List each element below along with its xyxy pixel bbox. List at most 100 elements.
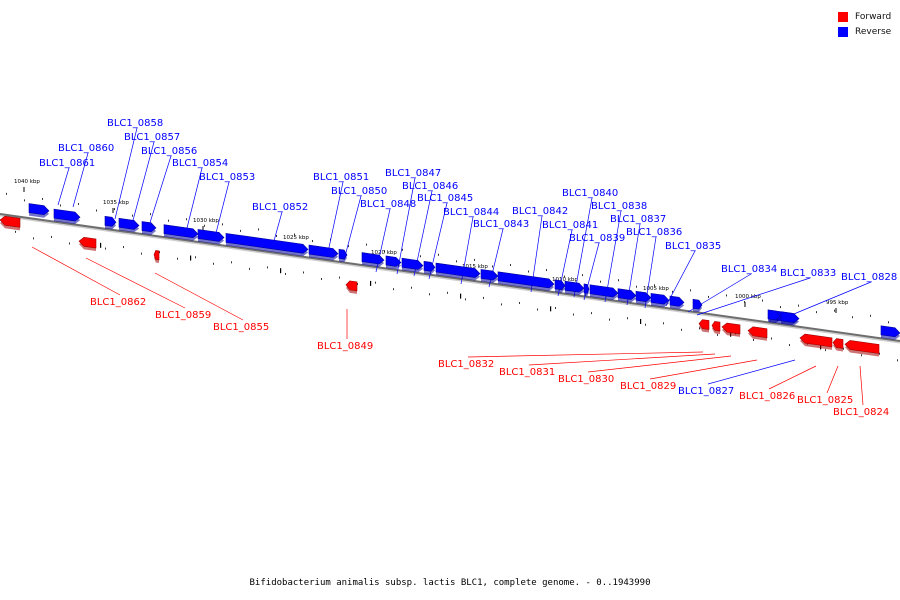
gene-BLC1_0843[interactable] bbox=[480, 269, 499, 284]
gene-BLC1_0838[interactable] bbox=[589, 284, 619, 301]
gene-arrow[interactable] bbox=[711, 321, 721, 332]
gene-BLC1_0830[interactable] bbox=[721, 322, 741, 337]
gene-BLC1_0835[interactable] bbox=[650, 293, 670, 308]
gene-arrow[interactable] bbox=[721, 322, 741, 335]
gene-arrow[interactable] bbox=[589, 284, 619, 298]
gene-BLC1_0855[interactable] bbox=[153, 250, 160, 263]
gene-arrow[interactable] bbox=[338, 248, 348, 260]
gene-arrow[interactable] bbox=[564, 280, 585, 293]
gene-arrow[interactable] bbox=[767, 309, 781, 321]
gene-label: BLC1_0856 bbox=[141, 146, 197, 157]
gene-label: BLC1_0858 bbox=[107, 118, 163, 129]
backbone-shadow bbox=[0, 214, 900, 344]
gene-unlabeled[interactable] bbox=[780, 311, 800, 326]
minor-tick bbox=[105, 247, 106, 250]
gene-BLC1_0825[interactable] bbox=[832, 338, 844, 352]
gene-BLC1_0852[interactable] bbox=[225, 233, 309, 257]
gene-BLC1_0856[interactable] bbox=[141, 221, 157, 235]
gene-arrow[interactable] bbox=[669, 295, 685, 307]
gene-BLC1_0839[interactable] bbox=[583, 283, 590, 297]
gene-BLC1_0842[interactable] bbox=[497, 271, 555, 291]
major-tick bbox=[460, 293, 462, 299]
gene-arrow[interactable] bbox=[480, 269, 499, 281]
gene-arrow[interactable] bbox=[844, 340, 880, 354]
minor-tick bbox=[69, 242, 70, 245]
gene-BLC1_0845[interactable] bbox=[423, 260, 436, 275]
gene-arrow[interactable] bbox=[799, 333, 833, 348]
minor-tick bbox=[690, 289, 691, 292]
gene-BLC1_0840[interactable] bbox=[564, 280, 585, 296]
gene-BLC1_0826[interactable] bbox=[799, 333, 833, 350]
gene-arrow[interactable] bbox=[104, 215, 117, 227]
minor-tick bbox=[303, 271, 304, 274]
gene-arrow[interactable] bbox=[197, 229, 225, 242]
minor-tick bbox=[222, 223, 223, 226]
gene-arrow[interactable] bbox=[617, 288, 637, 300]
gene-arrow[interactable] bbox=[225, 233, 309, 254]
leader-line bbox=[587, 355, 732, 373]
gene-arrow[interactable] bbox=[497, 271, 555, 289]
gene-arrow[interactable] bbox=[118, 217, 140, 230]
gene-label: BLC1_0824 bbox=[833, 407, 889, 418]
gene-arrow[interactable] bbox=[650, 293, 670, 305]
gene-arrow[interactable] bbox=[692, 298, 703, 310]
gene-BLC1_0860[interactable] bbox=[53, 208, 81, 225]
leader-line bbox=[85, 257, 186, 309]
minor-tick bbox=[96, 209, 97, 212]
gene-BLC1_0832[interactable] bbox=[698, 319, 710, 333]
gene-BLC1_0857[interactable] bbox=[118, 217, 140, 233]
gene-arrow[interactable] bbox=[780, 311, 800, 323]
gene-BLC1_0854[interactable] bbox=[163, 224, 199, 241]
gene-arrow[interactable] bbox=[385, 255, 402, 267]
gene-label: BLC1_0849 bbox=[317, 341, 373, 352]
gene-arrow[interactable] bbox=[635, 290, 652, 302]
gene-arrow[interactable] bbox=[423, 260, 436, 272]
gene-arrow[interactable] bbox=[308, 244, 339, 258]
gene-BLC1_0847[interactable] bbox=[385, 255, 402, 270]
gene-arrow[interactable] bbox=[698, 319, 710, 330]
gene-arrow[interactable] bbox=[361, 252, 385, 265]
gene-arrow[interactable] bbox=[0, 215, 21, 228]
gene-arrow[interactable] bbox=[747, 326, 768, 339]
gene-BLC1_0862[interactable] bbox=[0, 215, 21, 231]
forward-swatch bbox=[838, 11, 848, 22]
gene-BLC1_0837[interactable] bbox=[617, 288, 637, 303]
gene-BLC1_0859[interactable] bbox=[78, 237, 97, 252]
scale-label: 995 kbp bbox=[826, 300, 849, 306]
minor-tick bbox=[51, 235, 52, 238]
gene-BLC1_0834[interactable] bbox=[669, 295, 685, 310]
gene-BLC1_0851[interactable] bbox=[308, 244, 339, 261]
gene-BLC1_0846[interactable] bbox=[401, 257, 424, 273]
gene-BLC1_0853[interactable] bbox=[197, 229, 225, 245]
gene-BLC1_0829[interactable] bbox=[747, 326, 768, 341]
gene-BLC1_0836[interactable] bbox=[635, 290, 652, 305]
gene-arrow[interactable] bbox=[583, 283, 590, 294]
gene-arrow[interactable] bbox=[345, 280, 358, 292]
gene-arrow[interactable] bbox=[832, 338, 844, 349]
leader-line bbox=[154, 272, 244, 321]
gene-BLC1_0831[interactable] bbox=[711, 321, 721, 335]
gene-arrow[interactable] bbox=[28, 203, 50, 216]
gene-BLC1_0833[interactable] bbox=[692, 298, 703, 313]
gene-arrow[interactable] bbox=[880, 325, 900, 338]
gene-BLC1_0827[interactable] bbox=[880, 325, 900, 340]
gene-arrow[interactable] bbox=[554, 279, 566, 291]
gene-arrow[interactable] bbox=[153, 250, 160, 261]
gene-arrow[interactable] bbox=[53, 208, 81, 222]
minor-tick bbox=[870, 314, 871, 317]
gene-arrow[interactable] bbox=[163, 224, 199, 239]
gene-BLC1_0848[interactable] bbox=[361, 252, 385, 267]
gene-unlabeled[interactable] bbox=[767, 309, 781, 323]
minor-tick bbox=[231, 261, 232, 264]
gene-arrow[interactable] bbox=[141, 221, 157, 233]
gene-arrow[interactable] bbox=[435, 262, 481, 278]
gene-BLC1_0858[interactable] bbox=[104, 215, 117, 230]
gene-arrow[interactable] bbox=[401, 257, 424, 270]
gene-BLC1_0861[interactable] bbox=[28, 203, 50, 218]
gene-BLC1_0824[interactable] bbox=[844, 340, 880, 357]
gene-arrow[interactable] bbox=[78, 237, 97, 249]
gene-BLC1_0849[interactable] bbox=[345, 280, 358, 294]
gene-BLC1_0844[interactable] bbox=[435, 262, 481, 281]
gene-BLC1_0841[interactable] bbox=[554, 279, 566, 293]
gene-BLC1_0850[interactable] bbox=[338, 248, 348, 263]
